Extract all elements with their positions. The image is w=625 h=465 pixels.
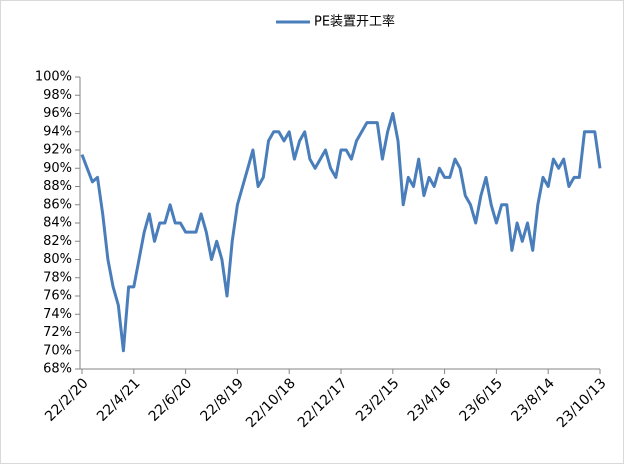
y-tick-label: 90% bbox=[43, 161, 72, 176]
y-tick-label: 68% bbox=[43, 362, 72, 377]
y-tick-label: 82% bbox=[43, 234, 72, 249]
y-tick-label: 98% bbox=[43, 88, 72, 103]
y-tick-label: 92% bbox=[43, 143, 72, 158]
y-tick-label: 100% bbox=[35, 70, 72, 85]
y-tick-label: 72% bbox=[43, 325, 72, 340]
y-tick-label: 78% bbox=[43, 270, 72, 285]
line-series bbox=[80, 112, 602, 353]
y-tick-label: 94% bbox=[43, 124, 72, 139]
y-tick-label: 70% bbox=[43, 343, 72, 358]
legend-label: PE装置开工率 bbox=[314, 14, 395, 30]
y-tick-label: 74% bbox=[43, 307, 72, 322]
y-tick-label: 80% bbox=[43, 252, 72, 267]
y-tick-label: 86% bbox=[43, 197, 72, 212]
y-tick-label: 96% bbox=[43, 106, 72, 121]
y-tick-label: 76% bbox=[43, 289, 72, 304]
y-tick-label: 88% bbox=[43, 179, 72, 194]
y-tick-label: 84% bbox=[43, 216, 72, 231]
